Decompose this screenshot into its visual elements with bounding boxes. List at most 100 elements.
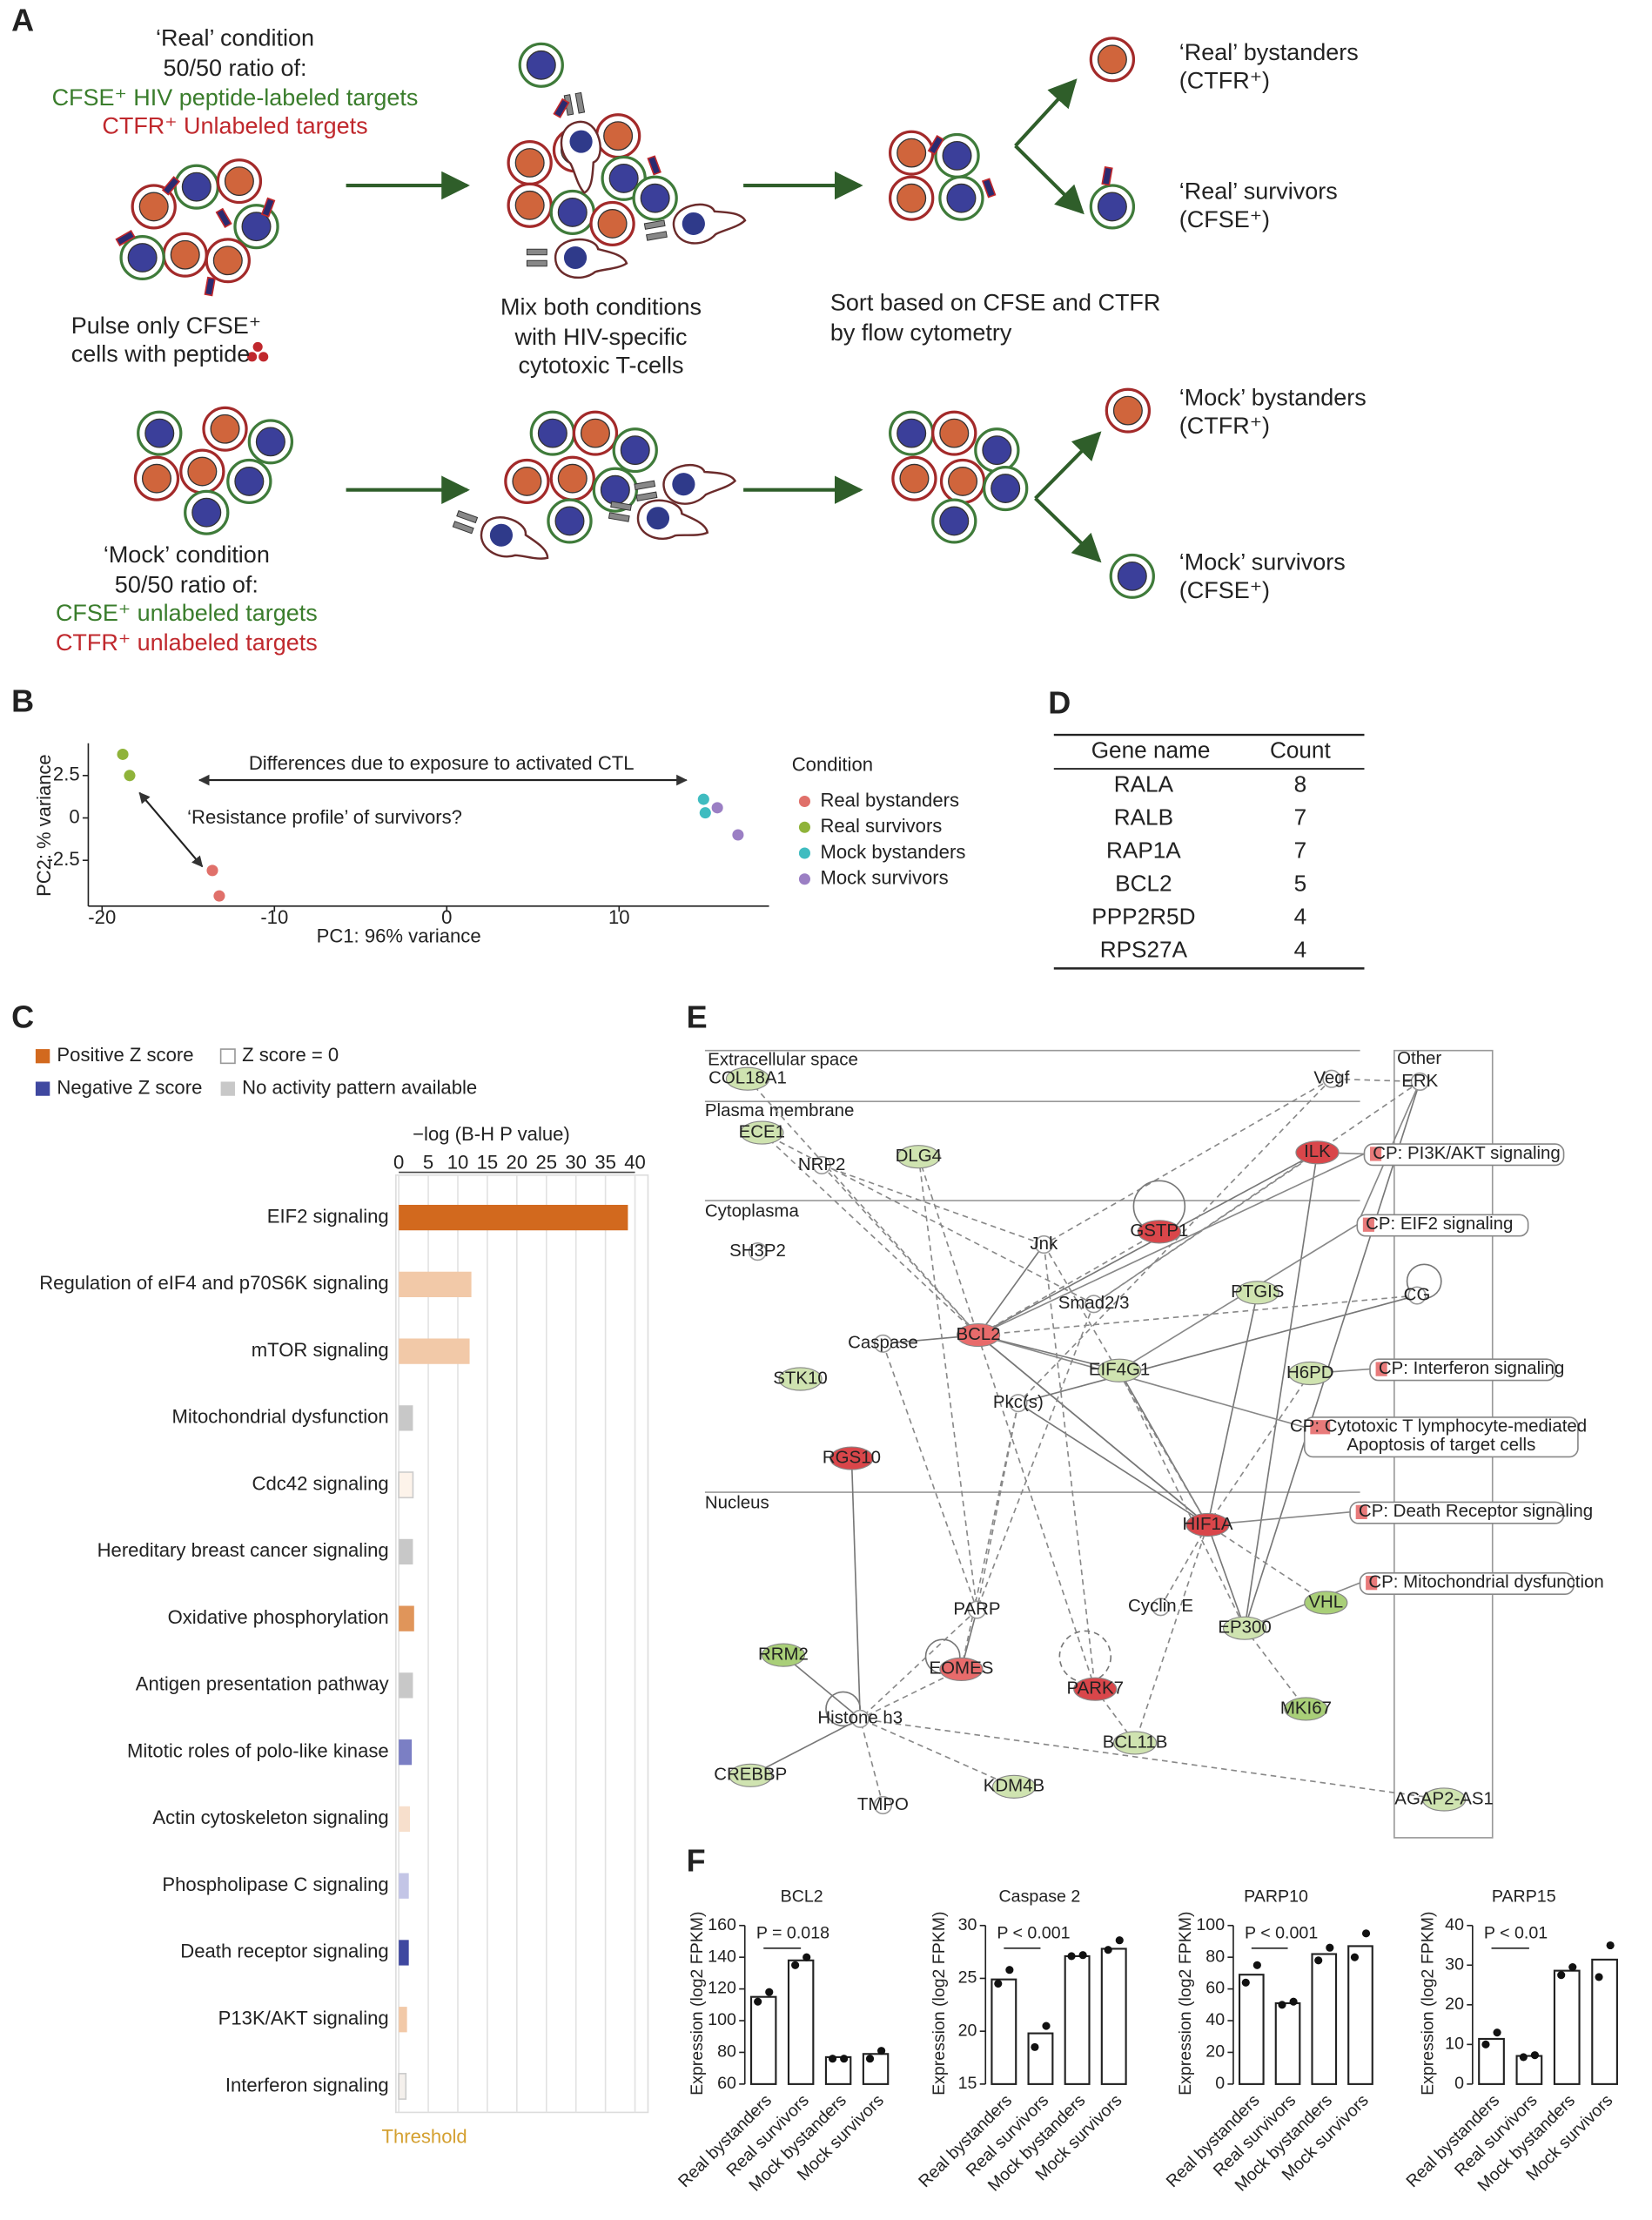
y-tick-label: -2.5 [47, 848, 80, 870]
output-text: (CTFR⁺) [1179, 413, 1270, 439]
cfse-cell [1089, 184, 1136, 230]
output-text: (CFSE⁺) [1179, 206, 1270, 232]
cell-nucleus [241, 212, 272, 242]
node [873, 1334, 893, 1353]
y-tick-label: 120 [708, 1979, 736, 1998]
pathway-box [1356, 1214, 1529, 1237]
cfse-cell [226, 458, 272, 504]
node [1222, 1616, 1267, 1640]
node [1284, 1697, 1328, 1721]
y-tick-label: 10 [1445, 2035, 1464, 2054]
step-text: Pulse only CFSE⁺ [71, 313, 261, 339]
bar [399, 1672, 413, 1699]
point [1519, 2053, 1528, 2062]
output-text: ‘Real’ survivors [1179, 178, 1338, 204]
cfse-cell [137, 410, 183, 456]
y-axis-label: Expression (log2 FPKM) [1176, 1912, 1195, 2096]
node [1235, 1281, 1279, 1305]
cell-nucleus [897, 138, 927, 168]
edge [976, 1303, 1095, 1611]
table-cell: PPP2R5D [1091, 904, 1195, 930]
y-tick-label: 40 [1445, 1915, 1464, 1934]
y-tick-label: 40 [1205, 2010, 1225, 2029]
x-tick-label: 5 [423, 1152, 433, 1174]
bar [1553, 1969, 1581, 2085]
category-label: Actin cytoskeleton signaling [152, 1806, 388, 1828]
node-label: MKI67 [1280, 1699, 1332, 1718]
t-cell-nucleus [489, 523, 514, 547]
edge [859, 1716, 1445, 1800]
point [1104, 1946, 1112, 1954]
y-axis-label: Expression (log2 FPKM) [688, 1912, 707, 2096]
point [1493, 2028, 1501, 2037]
y-axis-label: Expression (log2 FPKM) [1418, 1912, 1437, 2096]
point [213, 890, 225, 902]
node [1322, 1069, 1341, 1088]
t-cell [608, 499, 709, 540]
node [1295, 1140, 1340, 1165]
edge [1206, 1373, 1311, 1526]
legend-label: Mock survivors [820, 867, 948, 889]
panel-label: D [1048, 685, 1071, 720]
cell-nucleus [191, 497, 222, 528]
peptide-dot [247, 352, 258, 362]
x-axis-label: PC1: 96% variance [317, 925, 481, 946]
edge [977, 1334, 1305, 1429]
edge [749, 1718, 861, 1777]
point [1278, 2001, 1286, 2009]
receptor [646, 231, 668, 241]
legend-label: No activity pattern available [242, 1076, 477, 1098]
node-label: SH3P2 [729, 1241, 786, 1261]
cfse-cell [1109, 553, 1155, 599]
node [1034, 1234, 1053, 1255]
ctfr-cell [888, 130, 935, 176]
arrow [1014, 145, 1085, 215]
edge [859, 1718, 1015, 1788]
ctfr-cell [507, 140, 553, 186]
node [873, 1795, 893, 1815]
node [1421, 1787, 1467, 1812]
chart-title: PARP10 [1244, 1887, 1308, 1906]
p-value: P = 0.018 [756, 1924, 829, 1943]
table-header: Count [1270, 737, 1332, 763]
node-label: TMPO [857, 1795, 909, 1814]
ctfr-cell [133, 455, 180, 501]
y-tick-label: 160 [708, 1915, 736, 1934]
edge [958, 1403, 1019, 1671]
node-label: PARP [953, 1600, 1000, 1619]
pathway-mark [1366, 1576, 1378, 1591]
cell-nucleus [512, 467, 542, 496]
ctfr-cell [1089, 37, 1136, 83]
y-tick-label: 100 [708, 2010, 736, 2029]
step-text: Sort based on CFSE and CTFR [830, 290, 1160, 316]
node-label: PARK7 [1066, 1679, 1124, 1699]
category-label: P13K/AKT signaling [218, 2008, 389, 2029]
node [956, 1322, 1001, 1348]
cfse-cell [632, 175, 678, 221]
cell-nucleus [640, 183, 670, 213]
arrow [1034, 496, 1102, 563]
category-label: mTOR signaling [252, 1339, 389, 1361]
receptor [452, 521, 474, 535]
node-label: DLG4 [896, 1147, 942, 1166]
edge [977, 1153, 1365, 1336]
cfse-cell [184, 489, 230, 535]
pathway-box [1359, 1571, 1575, 1595]
peptide-mhc [1101, 165, 1113, 186]
bar [1027, 2032, 1054, 2085]
peptide-dot [259, 352, 269, 362]
cell-nucleus [982, 435, 1012, 466]
point [117, 748, 129, 760]
legend-label: Positive Z score [57, 1044, 193, 1066]
node [761, 1643, 806, 1667]
bar [399, 1538, 413, 1565]
point [1326, 1943, 1334, 1952]
edge [1043, 1244, 1098, 1690]
node-label: GSTP1 [1130, 1221, 1188, 1241]
chart-title: Caspase 2 [999, 1887, 1081, 1906]
region-label: Nucleus [705, 1494, 769, 1513]
table-cell: RPS27A [1100, 937, 1188, 963]
plot-frame [395, 1174, 649, 2114]
edge [1206, 1524, 1246, 1629]
ctfr-cell [891, 455, 937, 501]
